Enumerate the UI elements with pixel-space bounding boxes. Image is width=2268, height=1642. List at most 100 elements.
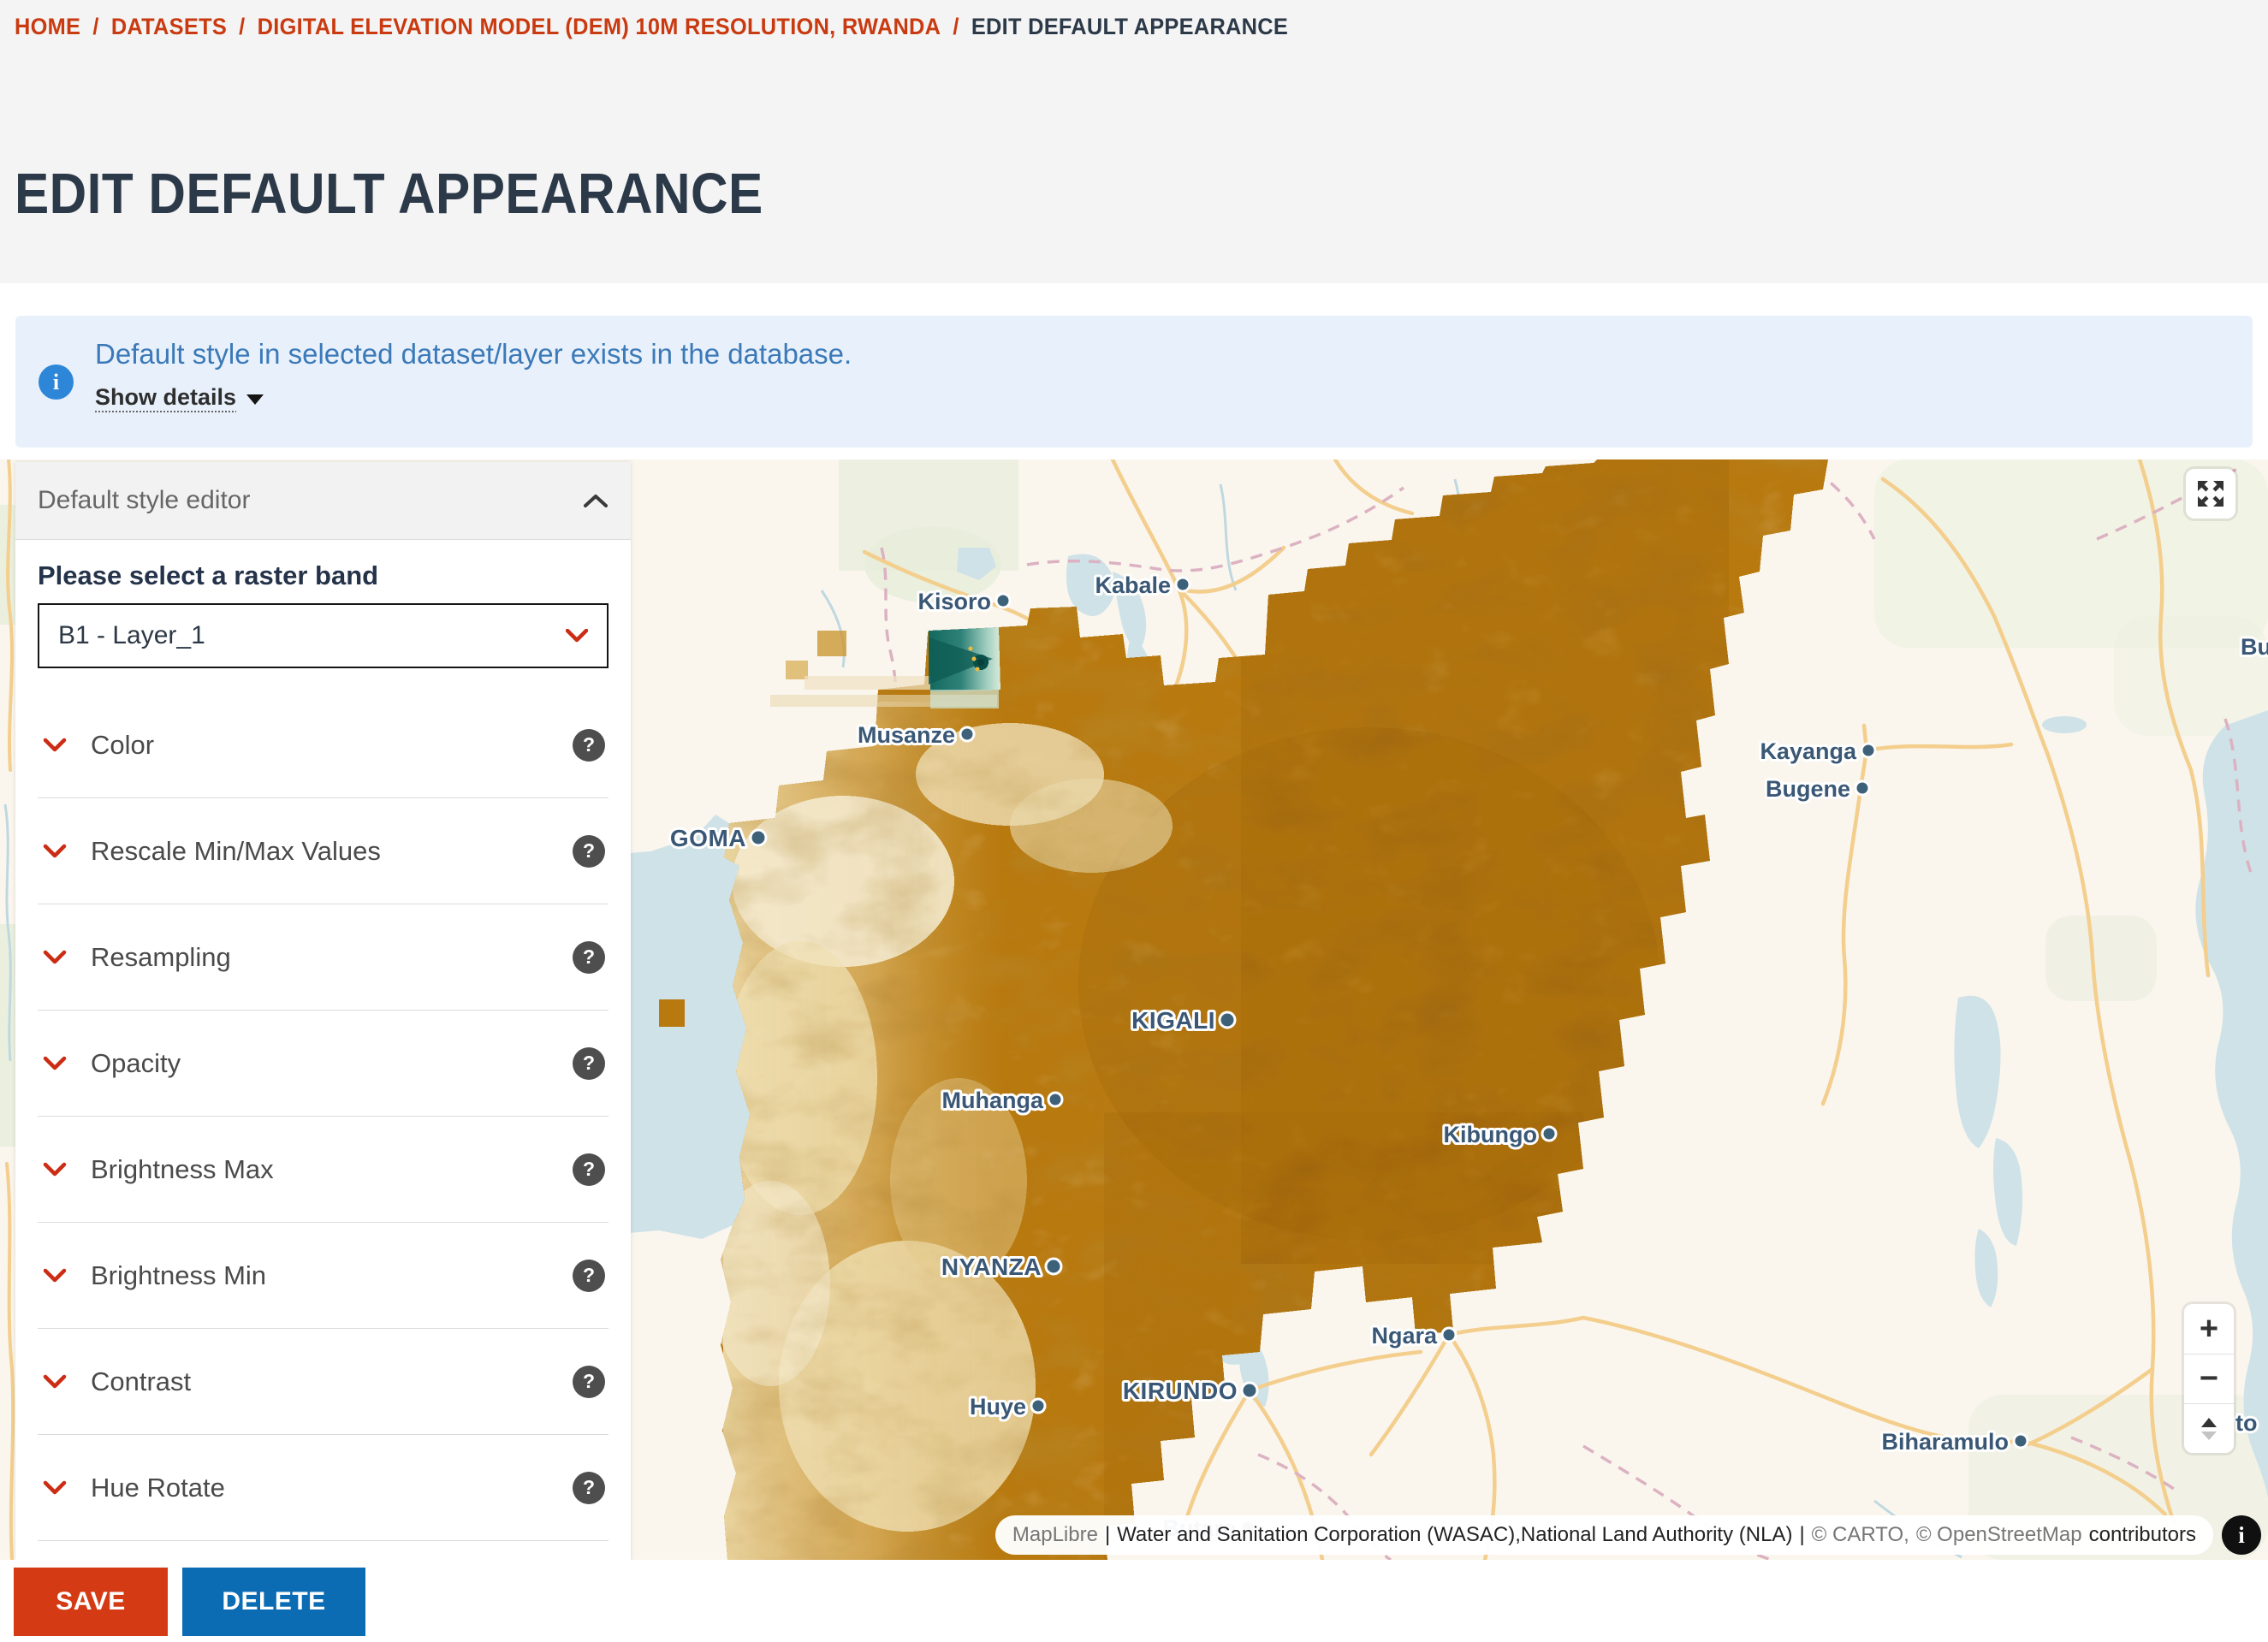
panel-body: Please select a raster band B1 - Layer_1… [15, 560, 631, 1541]
dem-teal-anomaly [929, 627, 1000, 708]
map-attribution: MapLibre | Water and Sanitation Corporat… [994, 1515, 2261, 1555]
help-icon[interactable]: ? [573, 1365, 605, 1398]
fullscreen-button[interactable] [2186, 469, 2235, 519]
help-icon[interactable]: ? [573, 940, 605, 974]
collapse-chevron-up-icon[interactable] [583, 493, 609, 509]
default-style-editor-panel: Default style editor Please select a ras… [15, 462, 631, 1560]
breadcrumb-dataset-name[interactable]: DIGITAL ELEVATION MODEL (DEM) 10M RESOLU… [257, 14, 941, 39]
section-contrast[interactable]: Contrast ? [38, 1329, 609, 1435]
action-bar: SAVE DELETE [14, 1568, 365, 1636]
openstreetmap-link[interactable]: © OpenStreetMap [1915, 1523, 2082, 1546]
place-dot [1854, 780, 1871, 797]
place-dot [1218, 1011, 1237, 1029]
save-button[interactable]: SAVE [14, 1568, 168, 1636]
help-icon[interactable]: ? [573, 1046, 605, 1080]
help-icon[interactable]: ? [573, 834, 605, 868]
place-dot [1860, 742, 1877, 759]
zoom-in-button[interactable]: + [2184, 1304, 2234, 1354]
place-label: GOMA [670, 825, 746, 851]
info-icon: i [39, 365, 74, 400]
place-label: KIGALI [1131, 1007, 1215, 1034]
alert-message: Default style in selected dataset/layer … [95, 338, 852, 370]
place-dot [1440, 1326, 1458, 1343]
chevron-down-icon [43, 1374, 67, 1390]
chevron-down-icon [43, 1480, 67, 1496]
help-icon[interactable]: ? [573, 1471, 605, 1504]
breadcrumb-home[interactable]: HOME [15, 14, 81, 39]
breadcrumb-current: EDIT DEFAULT APPEARANCE [971, 14, 1289, 39]
page-title: EDIT DEFAULT APPEARANCE [15, 162, 763, 226]
place-label: Kabale [1095, 572, 1171, 598]
section-label: Hue Rotate [91, 1472, 225, 1503]
attribution-info-button[interactable]: i [2222, 1515, 2261, 1555]
place-dot [1174, 576, 1191, 593]
place-dot [1541, 1125, 1558, 1142]
attribution-orgs: Water and Sanitation Corporation (WASAC)… [1117, 1523, 1793, 1546]
attribution-contributors: contributors [2088, 1523, 2196, 1546]
help-icon[interactable]: ? [573, 728, 605, 762]
breadcrumb-separator: / [92, 14, 99, 39]
help-icon[interactable]: ? [573, 1259, 605, 1292]
place-label: Bugene [1766, 776, 1850, 802]
select-chevron-down-icon [566, 628, 588, 642]
section-brightness-max[interactable]: Brightness Max ? [38, 1117, 609, 1223]
chevron-down-icon [43, 1056, 67, 1071]
breadcrumb: HOME / DATASETS / DIGITAL ELEVATION MODE… [15, 14, 1288, 40]
carto-link[interactable]: © CARTO, [1811, 1523, 1909, 1546]
attribution-divider: | [1104, 1523, 1111, 1546]
place-label: Kayanga [1760, 738, 1857, 764]
section-hue-rotate[interactable]: Hue Rotate ? [38, 1435, 609, 1541]
show-details-toggle[interactable]: Show details [95, 384, 264, 411]
section-rescale[interactable]: Rescale Min/Max Values ? [38, 798, 609, 904]
place-dot [1047, 1091, 1064, 1108]
raster-band-value: B1 - Layer_1 [58, 621, 205, 649]
panel-title: Default style editor [38, 486, 251, 514]
section-label: Brightness Max [91, 1153, 274, 1184]
section-opacity[interactable]: Opacity ? [38, 1011, 609, 1117]
style-sections-accordion: Color ? Rescale Min/Max Values ? Resampl… [38, 692, 609, 1541]
chevron-down-icon [43, 950, 67, 965]
section-label: Brightness Min [91, 1260, 267, 1290]
place-label: Kisoro [917, 589, 991, 614]
map-workspace: Kisoro Kabale Musanze GOMA Kayanga Bugen… [0, 459, 2268, 1560]
place-label: Biharamulo [1881, 1429, 2009, 1455]
maplibre-link[interactable]: MapLibre [1012, 1523, 1098, 1546]
place-dot [994, 592, 1012, 609]
panel-header[interactable]: Default style editor [15, 462, 631, 540]
breadcrumb-separator: / [239, 14, 246, 39]
attribution-divider: | [1799, 1523, 1805, 1546]
section-brightness-min[interactable]: Brightness Min ? [38, 1223, 609, 1329]
chevron-down-icon [43, 1268, 67, 1283]
raster-band-select[interactable]: B1 - Layer_1 [38, 603, 609, 668]
pitch-toggle-button[interactable] [2184, 1403, 2234, 1453]
place-label: KIRUNDO [1123, 1378, 1238, 1404]
place-label: Kibungo [1444, 1122, 1537, 1147]
attribution-pill: MapLibre | Water and Sanitation Corporat… [994, 1515, 2213, 1555]
place-dot [1030, 1397, 1047, 1414]
section-label: Contrast [91, 1366, 192, 1396]
breadcrumb-datasets[interactable]: DATASETS [110, 14, 228, 39]
delete-button[interactable]: DELETE [182, 1568, 365, 1636]
pitch-arrows-icon [2201, 1417, 2217, 1440]
section-label: Resampling [91, 941, 231, 972]
raster-band-label: Please select a raster band [38, 560, 379, 590]
place-dot [749, 828, 768, 847]
chevron-down-icon [43, 738, 67, 753]
place-dot [2012, 1432, 2029, 1449]
map-canvas[interactable]: Kisoro Kabale Musanze GOMA Kayanga Bugen… [0, 459, 2268, 1560]
caret-down-icon [246, 394, 264, 405]
show-details-label[interactable]: Show details [95, 384, 237, 410]
section-color[interactable]: Color ? [38, 692, 609, 798]
place-label: Huye [970, 1394, 1026, 1420]
chevron-down-icon [43, 844, 67, 859]
section-resampling[interactable]: Resampling ? [38, 904, 609, 1011]
place-label: NYANZA [941, 1254, 1042, 1280]
place-label: Ngara [1371, 1323, 1438, 1349]
zoom-out-button[interactable]: − [2184, 1354, 2234, 1403]
page-header: HOME / DATASETS / DIGITAL ELEVATION MODE… [0, 0, 2268, 283]
place-dot [959, 726, 976, 743]
place-dot [1044, 1257, 1063, 1276]
section-label: Rescale Min/Max Values [91, 835, 381, 866]
help-icon[interactable]: ? [573, 1153, 605, 1186]
